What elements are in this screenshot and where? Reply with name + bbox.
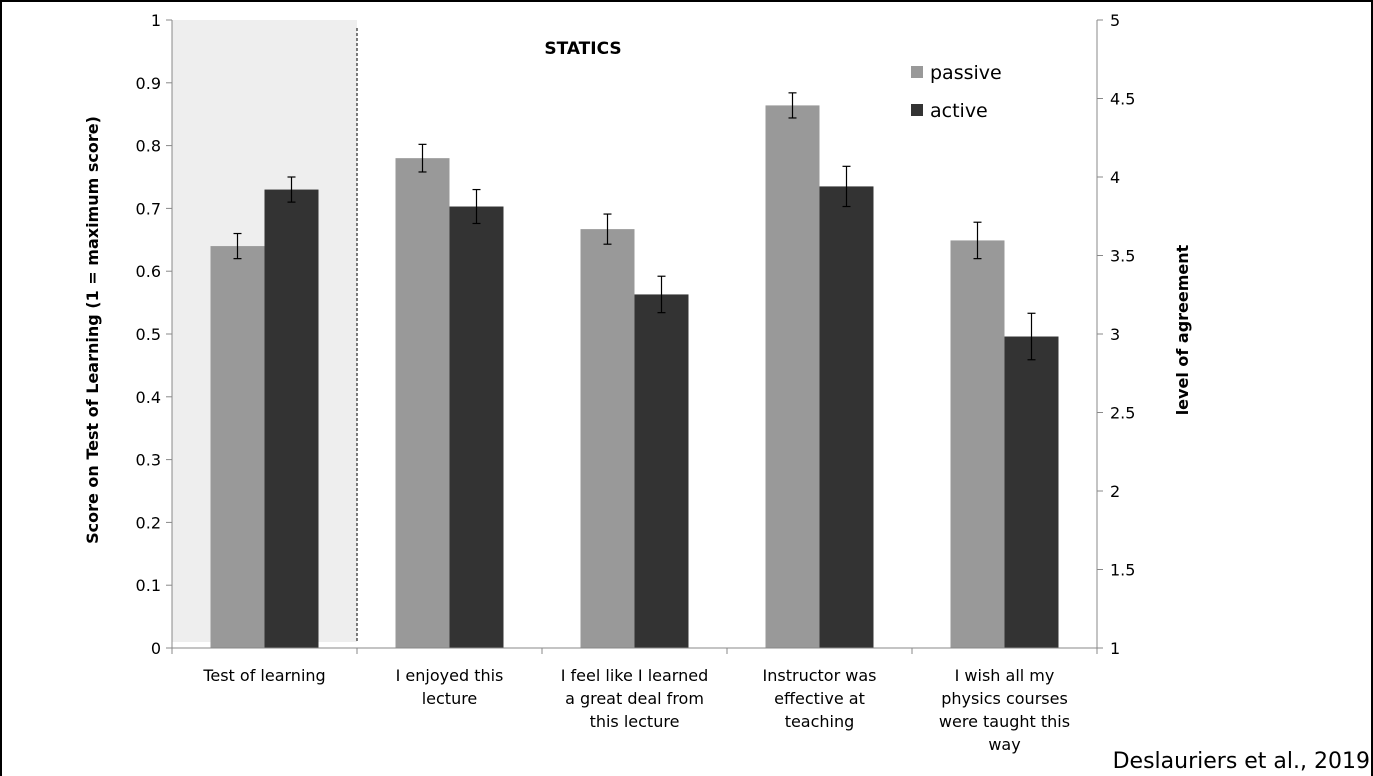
bar-passive-4 — [950, 240, 1005, 649]
bar-active-3 — [819, 186, 874, 649]
y2-tick-label-6: 4 — [1110, 168, 1120, 187]
category-label-2-line-1: a great deal from — [565, 689, 704, 708]
labels-layer: 0 0.1 0.2 0.3 0.4 0.5 0.6 0.7 0.8 0.9 1 1 1.5 2 2.5 3 3.… — [136, 11, 1136, 754]
category-label-1: I enjoyed this lecture — [396, 666, 504, 708]
category-label-2-line-0: I feel like I learned — [561, 666, 709, 685]
bar-passive-1 — [395, 158, 450, 648]
category-label-4-line-3: way — [988, 735, 1020, 754]
y-axis-title: Score on Test of Learning (1 = maximum s… — [83, 116, 102, 544]
category-label-4-line-0: I wish all my — [955, 666, 1055, 685]
y2-axis-title: level of agreement — [1173, 244, 1192, 415]
y2-tick-label-5: 3.5 — [1110, 247, 1135, 266]
category-label-4-line-1: physics courses — [941, 689, 1068, 708]
y-tick-label-8: 0.8 — [136, 137, 161, 156]
category-label-4: I wish all my physics courses were taught … — [939, 666, 1070, 754]
bar-active-1 — [449, 206, 504, 649]
category-label-2: I feel like I learned a great deal from th… — [561, 666, 709, 731]
y-tick-label-4: 0.4 — [136, 388, 161, 407]
category-label-3: Instructor was effective at teaching — [763, 666, 877, 731]
category-label-0-line-0: Test of learning — [202, 666, 325, 685]
bar-active-2 — [634, 294, 689, 648]
category-label-1-line-1: lecture — [422, 689, 478, 708]
chart-title: STATICS — [544, 39, 621, 59]
category-label-3-line-2: teaching — [785, 712, 855, 731]
bars-layer — [210, 92, 1059, 649]
y2-tick-label-1: 1.5 — [1110, 561, 1135, 580]
legend-swatch-active — [911, 104, 923, 116]
y2-tick-label-4: 3 — [1110, 325, 1120, 344]
bar-active-0 — [264, 189, 319, 648]
y-tick-label-2: 0.2 — [136, 513, 161, 532]
bar-passive-0 — [210, 246, 265, 648]
legend-swatch-passive — [911, 66, 923, 78]
y2-tick-label-0: 1 — [1110, 639, 1120, 658]
category-label-3-line-0: Instructor was — [763, 666, 877, 685]
y2-tick-label-7: 4.5 — [1110, 90, 1135, 109]
category-label-1-line-0: I enjoyed this — [396, 666, 504, 685]
citation: Deslauriers et al., 2019 — [1113, 749, 1370, 774]
legend-label-active: active — [930, 100, 988, 122]
y-tick-label-7: 0.7 — [136, 199, 161, 218]
y-tick-label-5: 0.5 — [136, 325, 161, 344]
category-label-2-line-2: this lecture — [590, 712, 680, 731]
y2-tick-label-2: 2 — [1110, 482, 1120, 501]
y-tick-label-10: 1 — [151, 11, 161, 30]
bar-passive-2 — [580, 229, 635, 648]
legend-label-passive: passive — [930, 62, 1002, 84]
y-tick-label-0: 0 — [151, 639, 161, 658]
category-label-4-line-2: were taught this — [939, 712, 1070, 731]
y2-tick-label-8: 5 — [1110, 11, 1120, 30]
bar-active-4 — [1004, 336, 1059, 648]
y-tick-label-9: 0.9 — [136, 74, 161, 93]
y-tick-label-1: 0.1 — [136, 576, 161, 595]
bar-passive-3 — [765, 105, 820, 648]
y-tick-label-6: 0.6 — [136, 262, 161, 281]
category-label-0: Test of learning — [202, 666, 325, 685]
y2-tick-label-3: 2.5 — [1110, 404, 1135, 423]
category-label-3-line-1: effective at — [774, 689, 865, 708]
y-tick-label-3: 0.3 — [136, 451, 161, 470]
